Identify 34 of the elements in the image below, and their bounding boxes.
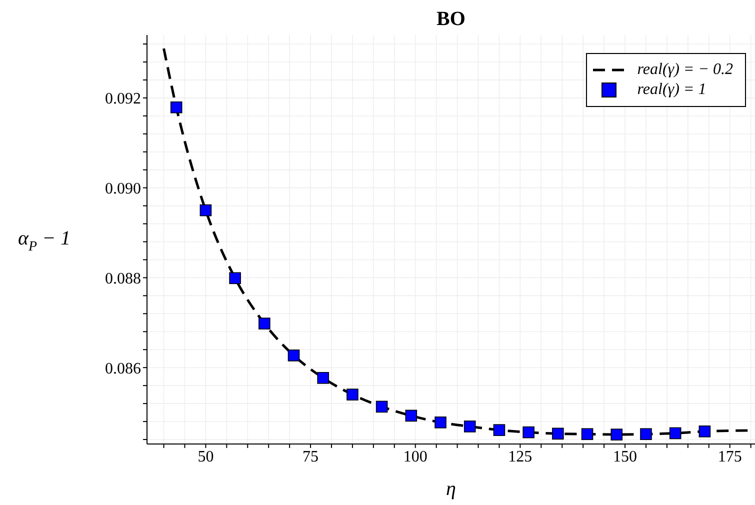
legend-label: real(γ) = 1 [637,81,706,99]
point [522,426,534,438]
x-tick-label: 175 [718,448,742,466]
point [552,428,564,440]
y-tick-label: 0.090 [105,180,141,198]
point [376,400,388,413]
point [640,428,652,440]
x-tick-label: 75 [302,448,319,466]
point [434,416,446,428]
point [581,428,594,440]
point [669,427,682,440]
x-tick-label: 50 [198,448,214,466]
x-tick-label: 150 [613,448,638,466]
x-tick-label: 100 [403,448,428,466]
point [610,428,623,440]
x-tick-label: 125 [508,448,532,466]
point [346,388,358,400]
point [200,204,212,216]
y-axis-title: α$_{P}$ − 1 [18,227,71,254]
point [170,101,182,114]
point [288,350,300,362]
point [464,420,476,432]
legend-label: real(γ) = − 0.2 [637,61,733,79]
point [493,424,506,436]
y-tick-label: 0.088 [105,270,141,288]
y-tick-label: 0.092 [105,90,141,108]
point [229,272,241,284]
x-axis-title: η [446,478,456,500]
point [698,426,711,438]
point [405,410,418,422]
point [258,318,270,330]
chart-title: BO [436,8,466,31]
point [317,372,330,384]
y-tick-label: 0.086 [105,360,141,378]
